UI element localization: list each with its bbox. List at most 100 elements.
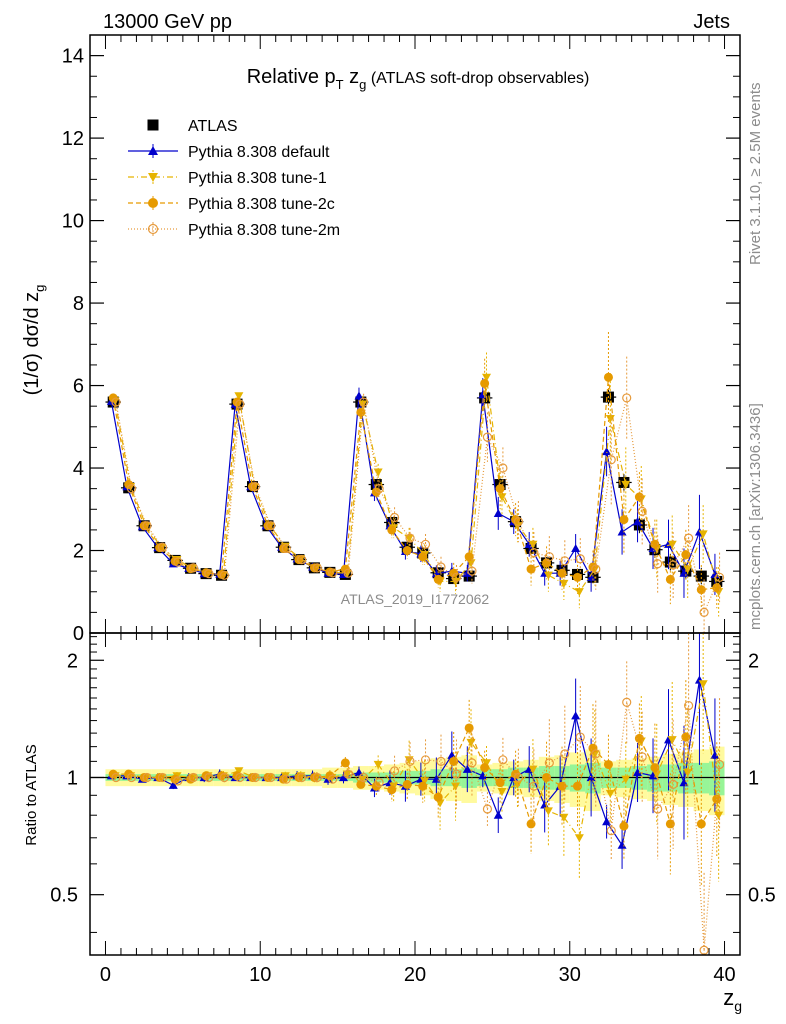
ratio-point: [309, 772, 319, 782]
ratio-point: [482, 759, 491, 768]
data-point: [712, 583, 722, 593]
ratio-point: [493, 810, 503, 819]
data-point: [668, 560, 678, 570]
ratio-point: [173, 776, 183, 786]
ratio-point: [328, 774, 338, 784]
data-point: [684, 533, 694, 543]
ratio-point: [340, 758, 350, 768]
ratio-y-tick-label-right: 2: [748, 650, 759, 672]
data-point: [201, 568, 211, 578]
ratio-point: [495, 778, 505, 788]
data-point: [603, 372, 613, 382]
x-tick-label: 40: [713, 964, 735, 986]
data-point: [235, 399, 245, 409]
mcplots-label: mcplots.cern.ch [arXiv:1306.3436]: [747, 403, 764, 630]
ratio-point: [681, 732, 691, 742]
data-point: [387, 525, 397, 535]
ratio-series-0: [106, 633, 720, 869]
legend-entry: Pythia 8.308 default: [128, 144, 330, 161]
ratio-point: [684, 700, 694, 711]
data-point: [405, 533, 415, 543]
ratio-point: [498, 755, 508, 765]
ratio-point: [188, 772, 198, 783]
data-point: [374, 484, 384, 494]
ratio-series-2: [108, 680, 722, 885]
data-point: [606, 455, 616, 465]
y-tick-label: 8: [73, 293, 84, 315]
ratio-point: [142, 772, 152, 783]
data-point: [420, 539, 431, 549]
data-point: [529, 547, 539, 558]
ratio-point: [622, 697, 632, 707]
ratio-point: [356, 779, 366, 789]
data-point: [126, 484, 137, 494]
ratio-point: [560, 749, 570, 759]
main-title: Relative pT zg (ATLAS soft-drop observab…: [247, 66, 590, 92]
ratio-point: [234, 767, 244, 776]
ratio-point: [482, 804, 493, 814]
ratio-point: [528, 765, 538, 774]
data-point: [356, 407, 366, 417]
data-point: [622, 393, 632, 403]
data-point: [433, 574, 443, 584]
data-point: [528, 540, 538, 549]
ratio-point: [619, 821, 629, 831]
data-point: [513, 517, 523, 527]
ratio-point: [710, 750, 720, 759]
ratio-point: [606, 826, 616, 836]
legend-marker: [147, 119, 159, 131]
data-point: [312, 563, 322, 573]
data-point: [325, 567, 335, 577]
ratio-point: [359, 772, 369, 783]
ratio-point: [544, 758, 554, 768]
ratio-point: [526, 819, 536, 829]
data-point: [498, 463, 508, 473]
data-point: [204, 569, 214, 579]
ratio-point: [420, 755, 431, 765]
ratio-point: [263, 772, 273, 782]
y-tick-label: 2: [73, 541, 84, 563]
x-axis-label: zg: [723, 985, 742, 1014]
ratio-ylabel-group: Ratio to ATLAS: [23, 744, 40, 845]
data-point: [571, 543, 581, 553]
ratio-point: [699, 945, 709, 955]
y-tick-label: 12: [62, 128, 84, 150]
data-point: [544, 552, 554, 562]
ratio-point: [281, 774, 291, 784]
ratio-band-stat: [693, 762, 710, 794]
ratio-point: [714, 811, 724, 820]
ratio-point: [637, 752, 647, 762]
data-point: [497, 493, 507, 502]
ratio-point: [480, 763, 490, 773]
data-point: [714, 572, 725, 582]
data-point: [711, 575, 723, 587]
data-point: [480, 378, 490, 388]
ratio-point: [650, 763, 660, 773]
ratio-y-tick-label-right: 0.5: [748, 885, 776, 907]
data-point: [281, 543, 291, 554]
ratio-point: [633, 767, 643, 777]
legend: ATLAS Pythia 8.308 default Pythia 8.308 tu…: [128, 118, 340, 239]
ratio-point: [665, 819, 675, 829]
x-tick-label: 20: [404, 964, 426, 986]
ratio-point: [266, 772, 276, 783]
ratio-point: [389, 766, 400, 776]
data-point: [170, 556, 180, 566]
jets-label: Jets: [693, 11, 730, 33]
y-tick-label: 6: [73, 376, 84, 398]
data-point: [665, 574, 675, 584]
legend-marker: [148, 173, 158, 182]
ratio-point: [529, 781, 539, 791]
data-point: [111, 397, 121, 407]
ratio-point: [248, 772, 257, 782]
data-point: [248, 482, 257, 492]
ratio-point: [235, 772, 245, 783]
ratio-point: [168, 780, 178, 789]
ratio-point: [201, 771, 211, 781]
data-point: [358, 400, 368, 409]
ratio-series-3: [111, 633, 725, 955]
ratio-point: [217, 771, 227, 781]
data-point: [591, 564, 601, 574]
ratio-point: [155, 772, 165, 782]
